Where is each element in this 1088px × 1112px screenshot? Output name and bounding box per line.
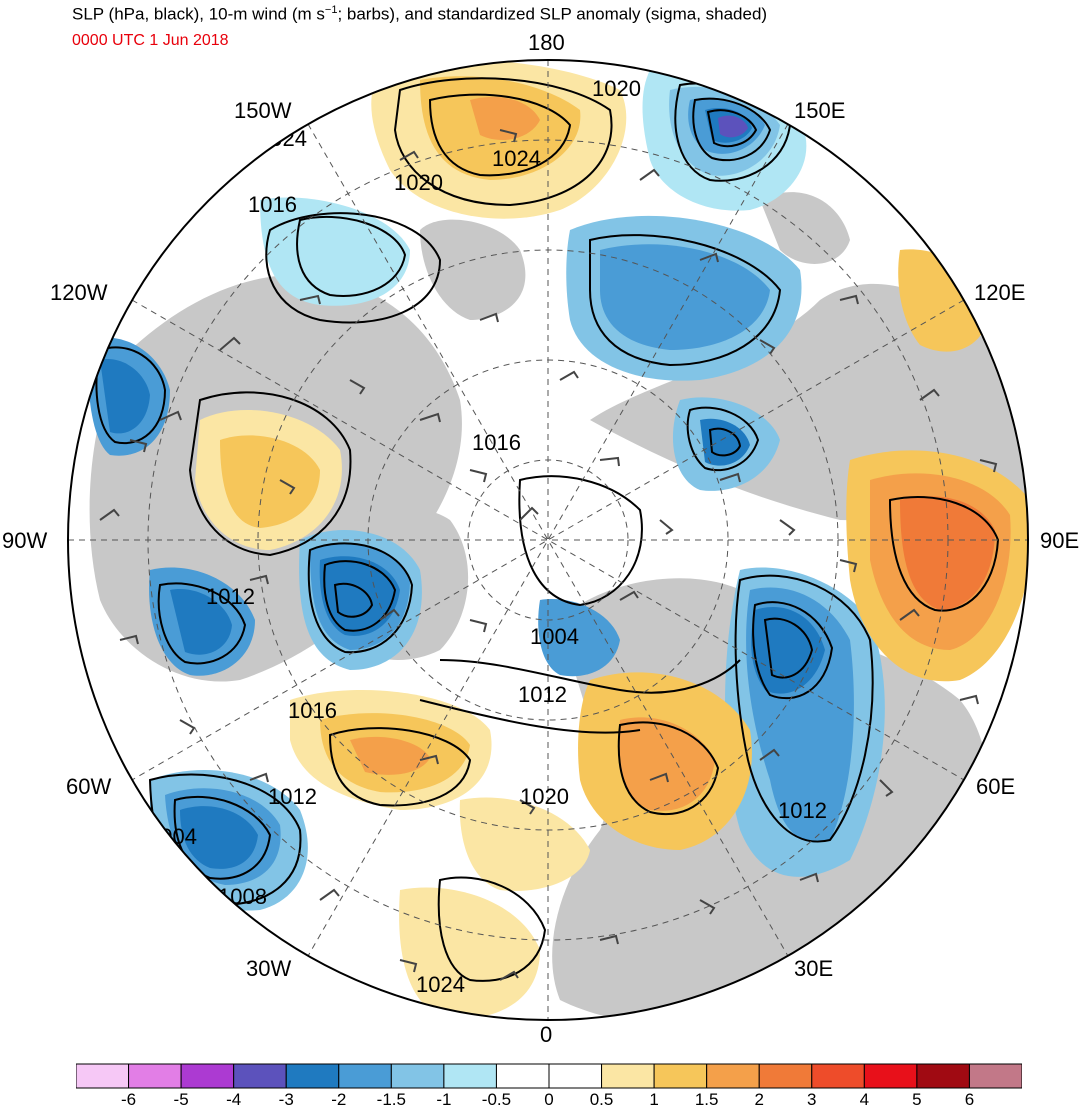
- colorbar-swatch: [811, 1063, 865, 1089]
- colorbar-swatch: [233, 1063, 287, 1089]
- colorbar-swatch: [863, 1063, 918, 1089]
- anomaly-shading: [88, 60, 1028, 1020]
- lon-label-0: 0: [540, 1022, 552, 1047]
- map-border: [67, 59, 1029, 1021]
- longitude-labels: 180 150E 120E 90E 60E 30E 0 30W 60W 90W …: [2, 30, 1079, 1047]
- polar-map: 1020 1024 1020 1024 1016 1016 1012 1004 …: [2, 30, 1079, 1047]
- colorbar-swatch: [338, 1063, 392, 1089]
- lon-label-60e: 60E: [976, 774, 1015, 799]
- colorbar-tick-label: 1: [649, 1090, 659, 1109]
- lon-label-180: 180: [528, 30, 565, 55]
- lon-label-150w: 150W: [234, 98, 292, 123]
- graticule: [68, 60, 1028, 1020]
- colorbar-swatch: [758, 1063, 813, 1089]
- lon-label-120e: 120E: [974, 280, 1025, 305]
- isobar-label: 1024: [492, 146, 541, 171]
- isobar-label: 1020: [592, 76, 641, 101]
- colorbar-swatch: [495, 1063, 550, 1089]
- isobar-label: 1004: [148, 824, 197, 849]
- colorbar-swatch: [706, 1063, 760, 1089]
- lon-label-30e: 30E: [794, 956, 833, 981]
- colorbar-tick-label: 6: [964, 1090, 975, 1109]
- isobar-label: 1012: [268, 784, 317, 809]
- isobar-label: 1016: [248, 192, 297, 217]
- colorbar-ticks: -6 -5 -4 -3 -2 -1.5 -1 -0.5 0 0.5 1 1.5 2 3 4 5 6: [0, 1090, 1088, 1112]
- colorbar-tick-label: 5: [912, 1090, 922, 1109]
- isobar-label: 1020: [394, 170, 443, 195]
- colorbar-tick-label: 4: [859, 1090, 870, 1109]
- lon-label-90e: 90E: [1040, 528, 1079, 553]
- colorbar-tick-label: -1: [436, 1090, 452, 1109]
- isobar-label: 1016: [288, 698, 337, 723]
- isobar-label: 1012: [778, 798, 827, 823]
- isobar-label: 1004: [530, 624, 579, 649]
- lon-label-90w: 90W: [2, 528, 47, 553]
- colorbar-tick-label: 1.5: [694, 1090, 719, 1109]
- isobar-label: 1012: [206, 584, 255, 609]
- lon-label-30w: 30W: [246, 956, 291, 981]
- colorbar-tick-label: -2: [331, 1090, 347, 1109]
- colorbar-swatch: [285, 1063, 340, 1089]
- colorbar-swatch: [180, 1063, 235, 1089]
- wind-barbs: [99, 129, 998, 981]
- colorbar-tick-label: -5: [173, 1090, 189, 1109]
- colorbar-swatch: [128, 1063, 182, 1089]
- colorbar-tick-label: -4: [226, 1090, 242, 1109]
- colorbar-swatch: [601, 1063, 655, 1089]
- colorbar-tick-label: -3: [278, 1090, 294, 1109]
- colorbar-swatch: [443, 1063, 497, 1089]
- lon-label-60w: 60W: [66, 774, 111, 799]
- colorbar-tick-label: 3: [807, 1090, 817, 1109]
- colorbar-tick-label: -1.5: [376, 1090, 406, 1109]
- isobar-label: 1020: [520, 784, 569, 809]
- lon-label-120w: 120W: [50, 280, 108, 305]
- isobar-label: 1016: [472, 430, 521, 455]
- lon-label-150e: 150E: [794, 98, 845, 123]
- colorbar-swatch: [968, 1063, 1022, 1089]
- colorbar-swatch: [916, 1063, 970, 1089]
- colorbar-tick-label: 0.5: [589, 1090, 614, 1109]
- colorbar-swatch: [548, 1063, 603, 1089]
- colorbar-tick-label: 2: [754, 1090, 764, 1109]
- colorbar-swatch: [390, 1063, 445, 1089]
- colorbar-tick-label: -6: [120, 1090, 137, 1109]
- colorbar-tick-label: 0: [544, 1090, 554, 1109]
- isobar-label: 1012: [518, 682, 567, 707]
- colorbar-tick-label: -0.5: [481, 1090, 512, 1109]
- colorbar-swatch: [76, 1063, 130, 1089]
- colorbar-swatch: [653, 1063, 708, 1089]
- colorbar: [76, 1063, 1022, 1089]
- isobar-label: 1024: [416, 972, 465, 997]
- valid-time: 0000 UTC 1 Jun 2018: [72, 32, 229, 49]
- map-title: SLP (hPa, black), 10-m wind (m s−1; barb…: [72, 4, 768, 24]
